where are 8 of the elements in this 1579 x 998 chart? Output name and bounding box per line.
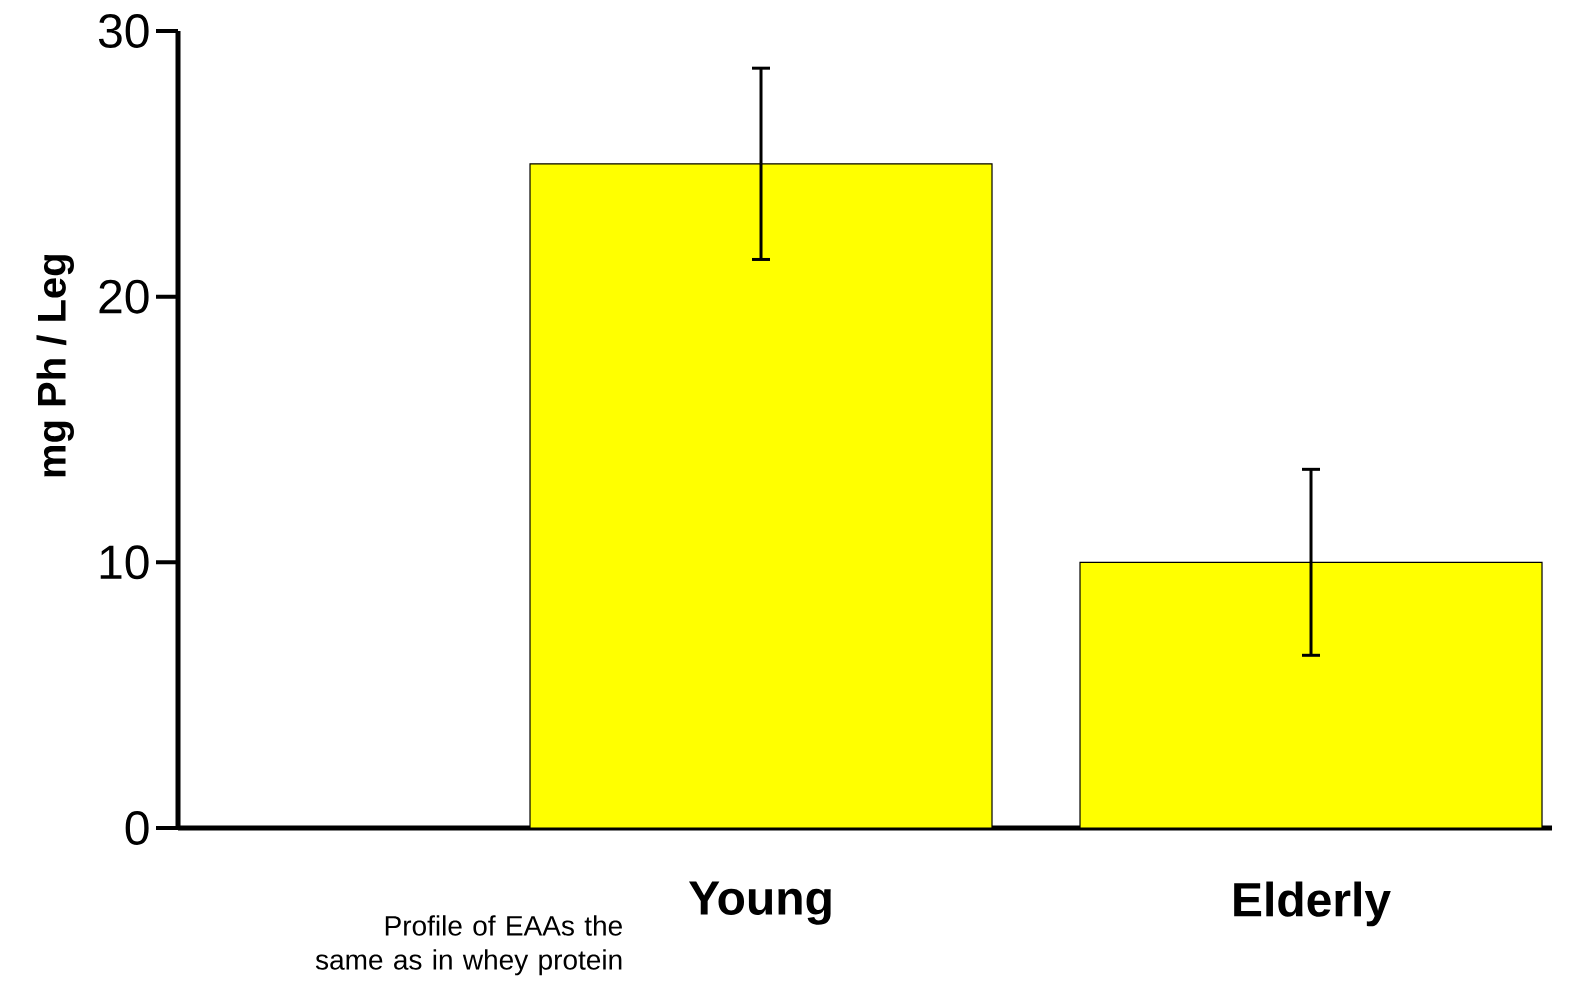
y-tick-label: 20 [99, 279, 149, 314]
y-tick-label: 0 [125, 810, 149, 845]
y-tick-label: 30 [98, 14, 149, 48]
y-axis-title: mg Ph / Leg [36, 255, 74, 477]
x-tick-label: Young [688, 881, 831, 925]
x-tick-label: Elderly [1234, 881, 1391, 927]
text: Profile of EAAs the same as in whey protein [315, 915, 622, 976]
y-tick-label: 10 [100, 545, 149, 580]
